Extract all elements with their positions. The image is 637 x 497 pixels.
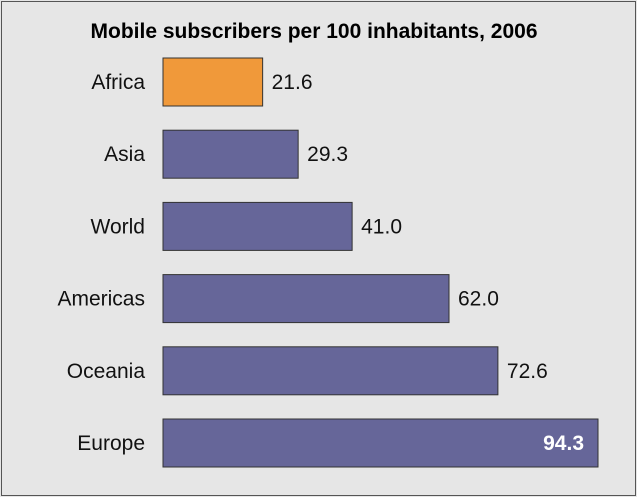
category-label-europe: Europe [77,432,145,455]
value-label-oceania: 72.6 [507,360,548,383]
value-label-americas: 62.0 [458,288,499,311]
bar-asia [162,129,299,179]
bar-africa [162,57,264,107]
bar-americas [162,274,450,324]
category-label-oceania: Oceania [67,360,146,383]
bar-oceania [162,346,499,396]
category-label-world: World [91,215,145,238]
value-label-world: 41.0 [361,215,402,238]
bar-europe [162,418,599,468]
chart-title: Mobile subscribers per 100 inhabitants, … [91,20,538,43]
category-label-africa: Africa [91,71,145,94]
bars-group: Africa 21.6 Asia 29.3 World 41.0 Americas 62.0 O… [57,57,599,468]
value-label-europe: 94.3 [543,432,584,455]
category-label-asia: Asia [104,143,145,166]
category-label-americas: Americas [57,288,145,311]
bar-world [162,201,353,251]
value-label-asia: 29.3 [307,143,348,166]
value-label-africa: 21.6 [272,71,313,94]
